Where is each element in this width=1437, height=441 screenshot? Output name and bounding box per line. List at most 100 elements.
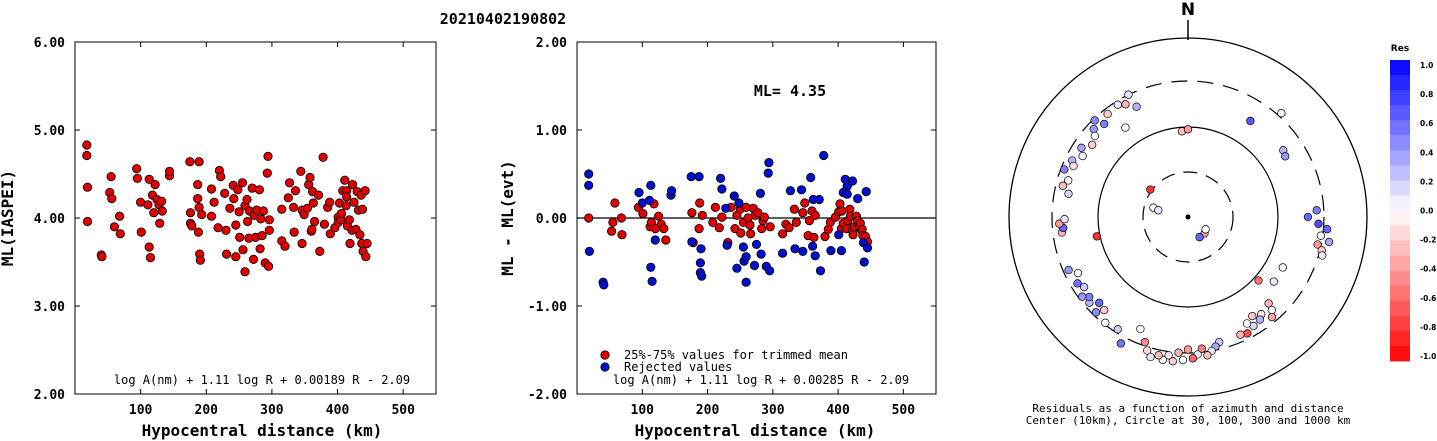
station-point [1073, 279, 1082, 288]
axis-ticks: 100 200 300 400 500 2.00 3.00 4.00 5.00 6.00 [34, 36, 436, 418]
station-point [1324, 237, 1334, 247]
data-point [584, 180, 594, 190]
ring-30km [1142, 171, 1234, 263]
data-point [853, 194, 863, 204]
station-point [1064, 189, 1073, 198]
ml-distance-chart: 100 200 300 400 500 2.00 3.00 4.00 5.00 6.00 log … [0, 36, 437, 440]
colorbar-ticks: 1.0 0.8 0.6 0.4 0.2 0.0 -0.2 -0.4 -0.6 -0.8 -1.0 [1420, 61, 1436, 361]
data-point [584, 246, 595, 256]
colorbar-tick-label: 0.2 [1420, 177, 1433, 186]
legend-marker-blue [600, 362, 610, 372]
data-point [233, 185, 243, 195]
station-point [1281, 152, 1290, 161]
data-point [714, 223, 724, 233]
data-point [653, 211, 664, 221]
x-tick-label: 500 [892, 403, 916, 418]
data-point [97, 252, 107, 262]
station-point [1269, 277, 1278, 286]
station-point [1183, 345, 1193, 354]
data-point [800, 198, 810, 208]
data-point [599, 280, 609, 290]
station-point [1132, 102, 1141, 111]
colorbar-cell [1390, 315, 1410, 332]
y-tick-label: 2.00 [536, 36, 567, 51]
data-point [143, 200, 153, 210]
data-point [815, 266, 826, 276]
data-point [638, 209, 648, 219]
y-tick-label: -1.00 [528, 300, 567, 315]
data-point [715, 173, 726, 183]
data-point [82, 182, 93, 192]
y-tick-label: 5.00 [34, 124, 65, 139]
data-point [213, 223, 223, 233]
colorbar-cell [1390, 135, 1410, 151]
data-point [759, 212, 769, 222]
data-point [305, 172, 315, 183]
data-point [216, 172, 226, 182]
station-point [1267, 312, 1277, 322]
station-point [1101, 318, 1110, 327]
colorbar-cell [1390, 270, 1410, 287]
data-point [765, 222, 775, 232]
data-point [290, 186, 301, 196]
legend-label-rejected: Rejected values [624, 360, 732, 374]
data-point [784, 223, 794, 233]
data-point [741, 252, 751, 262]
data-point [106, 172, 116, 182]
data-point [764, 266, 775, 276]
data-point [221, 225, 231, 235]
data-point [341, 201, 351, 211]
data-point [340, 175, 350, 185]
data-point [254, 185, 264, 195]
legend-label-trimmed: 25%-75% values for trimmed mean [624, 348, 848, 362]
data-point [144, 242, 154, 252]
colorbar-tick-label: -0.8 [1420, 323, 1436, 332]
data-point [349, 197, 359, 207]
data-point [185, 208, 196, 218]
station-point [1089, 124, 1098, 134]
data-point [842, 189, 852, 199]
station-point [1085, 292, 1094, 302]
colorbar-tick-label: 0.6 [1420, 119, 1433, 128]
data-point [809, 232, 819, 242]
data-point [732, 263, 742, 273]
data-point [315, 246, 325, 256]
x-axis-label: Hypocentral distance (km) [142, 421, 383, 440]
station-point [1064, 176, 1073, 185]
data-point [234, 207, 244, 217]
station-point [1248, 311, 1257, 321]
data-point [82, 150, 92, 161]
y-tick-label: 0.00 [536, 212, 567, 227]
station-point [1100, 119, 1109, 129]
data-point [837, 206, 847, 216]
data-point [280, 241, 290, 251]
data-point [696, 244, 706, 254]
station-point [1197, 344, 1206, 353]
data-point [647, 276, 657, 286]
station-point [1154, 206, 1163, 215]
data-point [150, 180, 160, 190]
data-point [777, 229, 788, 239]
station-point [1069, 161, 1078, 171]
data-point [240, 267, 250, 277]
data-point [258, 206, 268, 216]
colorbar-cell [1390, 75, 1410, 91]
station-point [1183, 125, 1193, 134]
data-point [238, 245, 248, 255]
station-point [1174, 348, 1183, 357]
station-point [1322, 225, 1332, 234]
data-point [82, 140, 92, 150]
y-axis-label: ML - ML(evt) [498, 160, 517, 276]
colorbar-cell [1390, 180, 1410, 196]
data-point [109, 222, 120, 232]
station-point [1188, 354, 1198, 363]
station-point [1121, 123, 1130, 132]
x-tick-label: 100 [631, 403, 655, 418]
data-point [256, 214, 266, 224]
data-point [694, 224, 704, 234]
station-point [1203, 351, 1212, 360]
data-point [357, 204, 368, 214]
data-point [308, 198, 318, 208]
data-point [115, 211, 125, 221]
colorbar-cell [1390, 90, 1410, 106]
